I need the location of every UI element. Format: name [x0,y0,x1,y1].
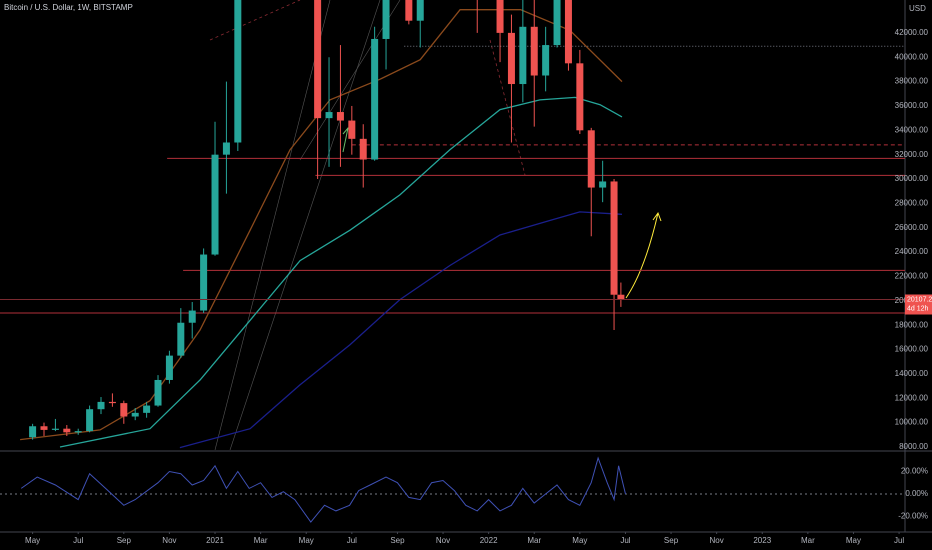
candle-body [553,0,561,46]
candle-body [359,138,367,160]
trend-line [489,39,526,176]
x-tick-label: Mar [527,536,541,545]
candle-body [496,0,504,33]
y-tick-label: 22000.00 [895,272,929,281]
y-tick-label: 12000.00 [895,393,929,402]
x-tick-label: Jul [73,536,83,545]
moving-average [20,9,623,441]
y-tick-label: 36000.00 [895,101,929,110]
y-tick-label: -20.00% [898,512,928,521]
candle-body [587,130,595,188]
y-tick-label: 16000.00 [895,345,929,354]
candle-body [211,154,219,255]
oscillator-pane: 20.00% 0.00% -20.00% [0,456,928,523]
y-tick-label: 30000.00 [895,174,929,183]
candle-body [222,142,230,155]
candle-body [40,426,48,430]
moving-average [59,96,623,448]
candle-body [188,310,196,323]
candle-body [610,181,618,295]
candle-body [177,322,185,356]
candle-body [29,426,37,438]
candle-body [74,431,82,433]
x-tick-label: Nov [436,536,450,545]
candle-body [108,401,116,404]
y-tick-label: 28000.00 [895,198,929,207]
x-tick-label: Nov [710,536,724,545]
y-tick-label: 18000.00 [895,320,929,329]
x-tick-label: May [299,536,314,545]
trend-line [214,0,331,450]
x-tick-label: 2022 [480,536,498,545]
x-tick-label: Sep [664,536,679,545]
y-tick-label: 34000.00 [895,125,929,134]
candle-body [97,401,105,410]
x-tick-label: 2023 [753,536,771,545]
y-tick-label: 38000.00 [895,77,929,86]
candle-body [564,0,572,64]
candle-body [542,45,550,76]
y-tick-label: 14000.00 [895,369,929,378]
x-tick-label: Mar [254,536,268,545]
y-tick-label: 8000.00 [899,442,928,451]
trend-line [209,0,301,41]
candle-body [599,181,607,188]
x-tick-label: Mar [801,536,815,545]
candle-body [51,428,59,430]
candle-body [131,412,139,417]
x-tick-label: Jul [347,536,357,545]
candle-body [371,38,379,160]
candle-body [576,63,584,131]
candle-body [120,403,128,417]
y-tick-label: 10000.00 [895,418,929,427]
x-tick-label: 2021 [206,536,224,545]
x-tick-label: Sep [390,536,405,545]
chart-title: Bitcoin / U.S. Dollar, 1W, BITSTAMP [4,3,133,12]
x-tick-label: Jul [894,536,904,545]
candle-body [314,0,322,119]
candle-body [519,26,527,85]
candle-body [348,120,356,139]
candle-body [405,0,413,21]
candle-body [234,0,242,143]
x-tick-label: Sep [117,536,132,545]
candle-body [530,26,538,76]
candle-body [63,428,71,433]
oscillator-line [20,456,626,523]
trend-line [229,0,381,450]
moving-average [179,211,623,449]
y-tick-label: 32000.00 [895,150,929,159]
x-tick-label: May [25,536,40,545]
projection-arrow [625,211,662,299]
candle-body [154,379,162,406]
x-tick-label: Nov [162,536,176,545]
candle-body [200,254,208,311]
candle-body [617,294,625,300]
y-tick-label: 24000.00 [895,247,929,256]
price-badge [905,294,932,315]
y-tick-label: 20.00% [901,467,928,476]
price-badge-label: 20107.29 [907,296,932,303]
y-tick-label: 26000.00 [895,223,929,232]
candle-body [86,409,94,432]
y-tick-label: 0.00% [905,489,928,498]
x-tick-label: Jul [620,536,630,545]
y-tick-label: 42000.00 [895,28,929,37]
candle-body [382,0,390,39]
candle-body [336,112,344,121]
y-tick-label: 40000.00 [895,52,929,61]
countdown-label: 4d 12h [907,305,929,312]
candle-body [325,112,333,119]
x-tick-label: May [846,536,861,545]
candle-body [165,355,173,380]
x-tick-label: May [572,536,587,545]
candle-body [507,32,515,85]
currency-label: USD [909,4,926,13]
candle-body [143,405,151,413]
candle-body [416,0,424,21]
main-pane [0,0,905,450]
